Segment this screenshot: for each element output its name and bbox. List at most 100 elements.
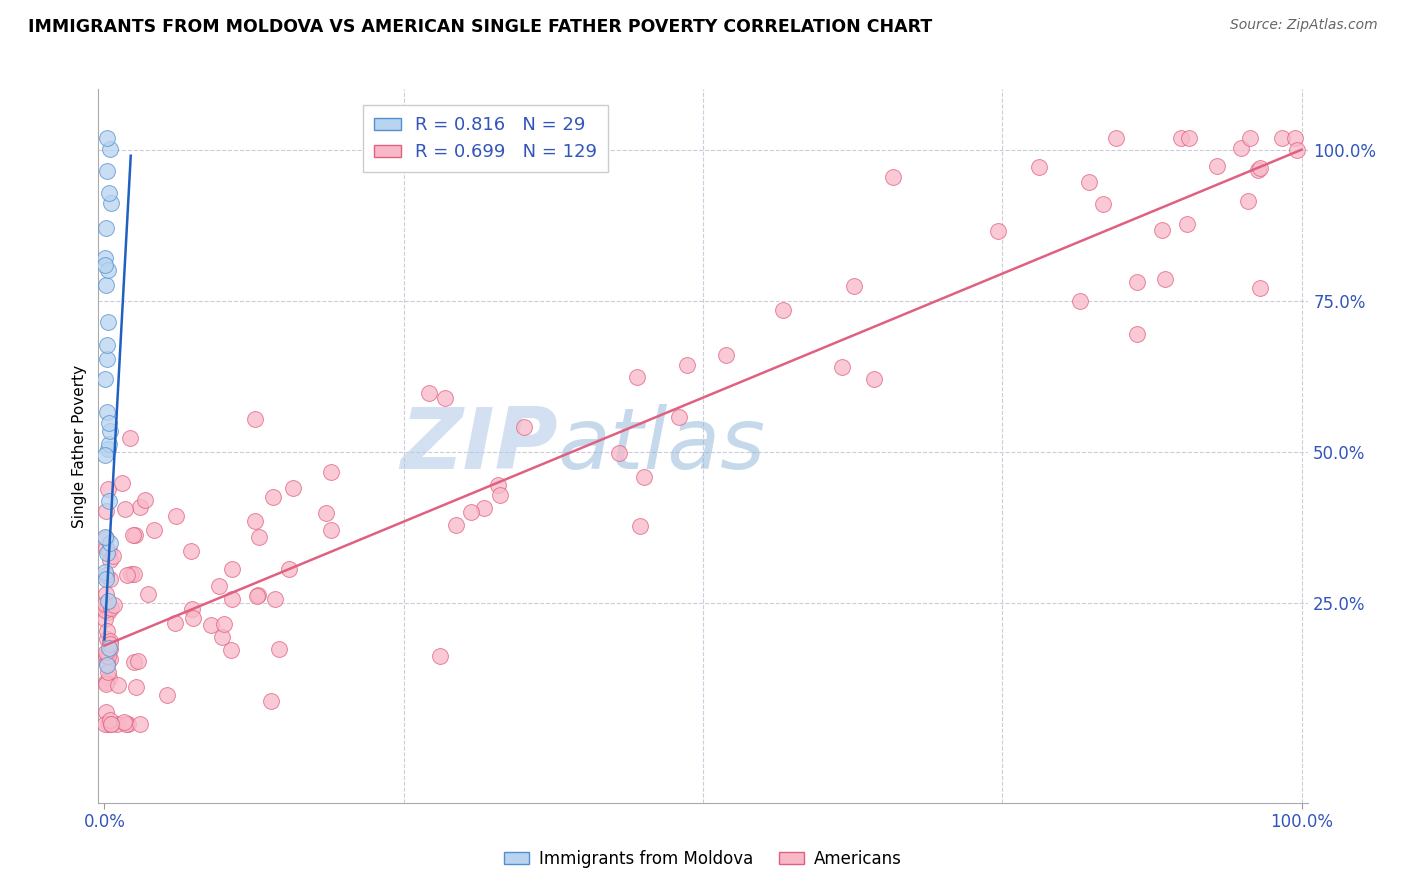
Point <box>1178 130 1201 145</box>
Point <box>97 315 120 329</box>
Point <box>117 717 139 731</box>
Point <box>96 405 118 419</box>
Point <box>1205 160 1227 174</box>
Point <box>97 648 120 663</box>
Point <box>105 717 128 731</box>
Point <box>1150 223 1173 237</box>
Point <box>114 714 136 729</box>
Point <box>94 649 117 664</box>
Point <box>97 493 120 508</box>
Point <box>98 641 121 656</box>
Point <box>513 420 536 434</box>
Point <box>675 358 697 372</box>
Point <box>96 624 118 638</box>
Text: Source: ZipAtlas.com: Source: ZipAtlas.com <box>1230 18 1378 32</box>
Point <box>246 588 269 602</box>
Point <box>1239 130 1261 145</box>
Text: ZIP: ZIP <box>401 404 558 488</box>
Point <box>98 633 121 648</box>
Point <box>114 501 136 516</box>
Point <box>1091 197 1114 211</box>
Point <box>120 566 142 581</box>
Point <box>1175 217 1198 231</box>
Point <box>96 705 118 719</box>
Point <box>94 598 117 612</box>
Point <box>96 130 118 145</box>
Point <box>100 601 122 615</box>
Point <box>212 617 235 632</box>
Point <box>125 680 148 694</box>
Point <box>124 528 146 542</box>
Point <box>101 549 124 563</box>
Point <box>118 431 141 445</box>
Point <box>260 693 283 707</box>
Point <box>100 196 122 211</box>
Point <box>714 348 737 362</box>
Point <box>221 592 243 607</box>
Point <box>1028 160 1050 174</box>
Point <box>181 602 204 616</box>
Point <box>100 713 122 727</box>
Point <box>100 717 122 731</box>
Point <box>122 528 145 542</box>
Point <box>181 610 204 624</box>
Y-axis label: Single Father Poverty: Single Father Poverty <box>72 365 87 527</box>
Point <box>862 371 884 385</box>
Point <box>98 671 121 685</box>
Point <box>247 530 270 544</box>
Point <box>831 360 853 375</box>
Point <box>98 642 121 657</box>
Point <box>124 655 146 669</box>
Point <box>219 642 242 657</box>
Point <box>446 518 468 533</box>
Point <box>156 688 179 702</box>
Point <box>211 630 233 644</box>
Point <box>1285 144 1308 158</box>
Text: IMMIGRANTS FROM MOLDOVA VS AMERICAN SINGLE FATHER POVERTY CORRELATION CHART: IMMIGRANTS FROM MOLDOVA VS AMERICAN SING… <box>28 18 932 36</box>
Point <box>165 616 187 631</box>
Point <box>319 465 342 479</box>
Point <box>1069 293 1091 308</box>
Point <box>114 717 136 731</box>
Point <box>1078 175 1101 189</box>
Point <box>474 501 496 516</box>
Point <box>165 509 187 524</box>
Point <box>1154 272 1177 286</box>
Point <box>429 648 451 663</box>
Point <box>98 142 121 156</box>
Point <box>96 221 118 235</box>
Point <box>1237 194 1260 209</box>
Point <box>97 594 120 608</box>
Point <box>96 337 118 351</box>
Point <box>97 442 120 456</box>
Point <box>94 251 117 265</box>
Point <box>319 523 342 537</box>
Text: atlas: atlas <box>558 404 766 488</box>
Point <box>208 579 231 593</box>
Point <box>134 493 156 508</box>
Point <box>772 303 794 318</box>
Point <box>100 717 122 731</box>
Point <box>1284 130 1306 145</box>
Point <box>267 641 290 656</box>
Point <box>94 530 117 544</box>
Point <box>94 587 117 601</box>
Point <box>97 482 120 496</box>
Point <box>200 618 222 632</box>
Point <box>94 567 117 582</box>
Point <box>98 437 121 451</box>
Point <box>94 674 117 689</box>
Point <box>96 632 118 646</box>
Point <box>128 717 150 731</box>
Point <box>1229 141 1251 155</box>
Point <box>94 645 117 659</box>
Point <box>94 612 117 626</box>
Point <box>1126 327 1149 342</box>
Point <box>486 477 509 491</box>
Point <box>1105 130 1128 145</box>
Point <box>127 654 149 668</box>
Point <box>609 446 631 460</box>
Point <box>460 506 482 520</box>
Point <box>115 568 138 582</box>
Point <box>103 598 125 612</box>
